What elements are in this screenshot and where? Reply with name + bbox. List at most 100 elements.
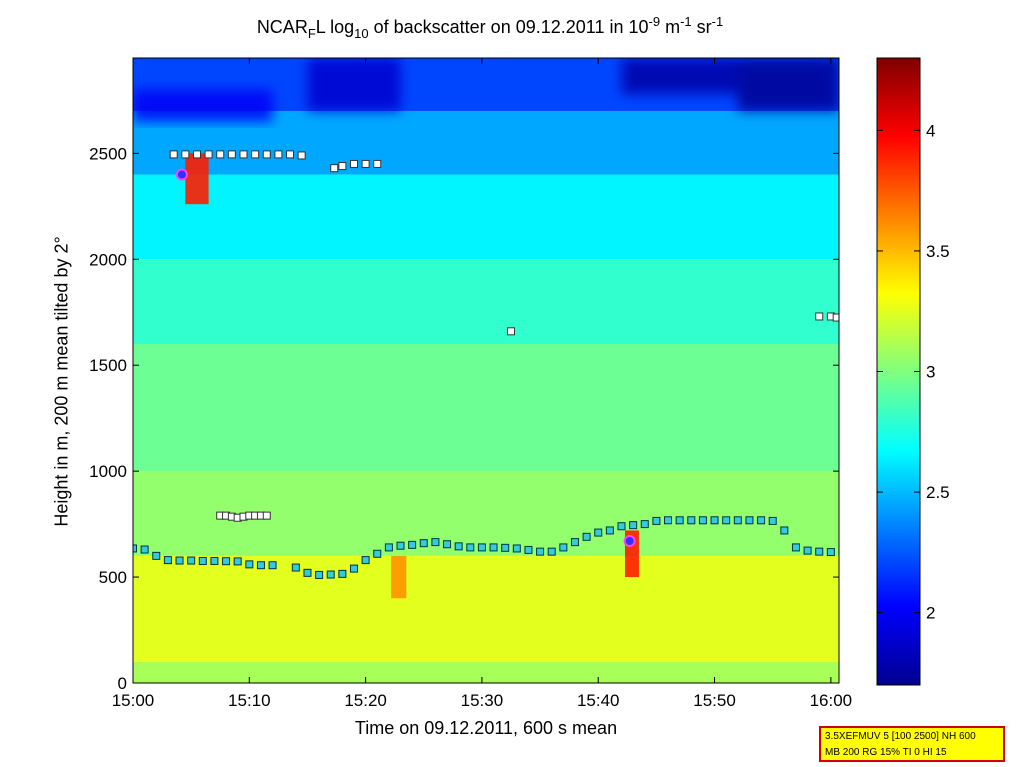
colorbar-axis: 2 2.5 3 3.5 4 — [877, 121, 950, 623]
title-superscript: -9 — [648, 14, 661, 29]
layer-marker — [745, 516, 754, 525]
title-subscript: 10 — [354, 26, 369, 41]
layer-marker — [222, 557, 231, 566]
layer-marker — [349, 564, 358, 573]
layer-marker — [629, 521, 638, 530]
y-axis: 0 500 1000 1500 2000 2500 — [89, 144, 839, 693]
heatmap-band — [133, 174, 839, 260]
layer-marker — [477, 543, 486, 552]
layer-marker — [256, 561, 265, 570]
settings-info-box: 3.5XEFMUV 5 [100 2500] NH 600 MB 200 RG … — [819, 726, 1005, 762]
layer-marker — [547, 547, 556, 556]
y-axis-label: Height in m, 200 m mean tilted by 2° — [51, 236, 72, 527]
upper-layer-marker — [204, 150, 213, 159]
upper-layer-marker — [216, 150, 225, 159]
layer-marker — [559, 543, 568, 552]
layer-marker — [687, 516, 696, 525]
colorbar-tick-label: 4 — [926, 121, 935, 140]
info-line-2: MB 200 RG 15% TI 0 HI 15 — [825, 747, 947, 758]
info-line-1: 3.5XEFMUV 5 [100 2500] NH 600 — [825, 731, 976, 742]
layer-marker — [733, 516, 742, 525]
upper-layer-marker — [286, 150, 295, 159]
layer-marker — [791, 543, 800, 552]
upper-layer-marker — [338, 162, 347, 171]
title-text: of backscatter on 09.12.2011 in 10 — [368, 17, 649, 37]
layer-marker — [396, 541, 405, 550]
upper-layer-marker — [373, 159, 382, 168]
heatmap-band — [133, 471, 839, 556]
colorbar — [876, 57, 921, 686]
layer-marker — [384, 543, 393, 552]
layer-marker — [536, 547, 545, 556]
x-axis-label: Time on 09.12.2011, 600 s mean — [354, 718, 618, 738]
upper-layer-marker — [274, 150, 283, 159]
layer-marker — [140, 545, 149, 554]
y-tick-label: 2000 — [89, 250, 127, 269]
layer-marker — [361, 556, 370, 565]
layer-marker — [780, 526, 789, 535]
heatmap — [133, 58, 839, 683]
layer-marker — [408, 540, 417, 549]
layer-marker — [315, 570, 324, 579]
upper-layer-marker — [330, 164, 339, 173]
marker-layer — [133, 150, 839, 579]
x-tick-label: 15:20 — [344, 691, 387, 710]
low-backscatter-patch — [307, 58, 401, 111]
heatmap-band — [133, 259, 839, 345]
upper-layer-marker — [192, 150, 201, 159]
high-backscatter-event — [391, 555, 407, 599]
heatmap-band — [133, 661, 839, 683]
y-tick-label: 1500 — [89, 356, 127, 375]
layer-marker — [245, 560, 254, 569]
y-tick-label: 0 — [118, 674, 127, 693]
layer-marker — [594, 528, 603, 537]
plot-frame — [132, 57, 840, 684]
layer-marker — [198, 556, 207, 565]
layer-marker — [419, 539, 428, 548]
layer-marker — [431, 538, 440, 547]
x-tick-label: 16:00 — [810, 691, 853, 710]
layer-marker — [698, 516, 707, 525]
layer-marker — [187, 556, 196, 565]
layer-marker — [163, 556, 172, 565]
upper-layer-marker — [349, 159, 358, 168]
upper-layer-marker — [251, 150, 260, 159]
low-backscatter-patch — [621, 58, 738, 95]
layer-marker — [768, 516, 777, 525]
x-tick-label: 15:00 — [112, 691, 155, 710]
x-tick-label: 15:50 — [693, 691, 736, 710]
upper-layer-marker — [832, 313, 839, 322]
layer-marker — [210, 556, 219, 565]
title-superscript: -1 — [711, 14, 724, 29]
layer-marker — [757, 516, 766, 525]
layer-marker — [675, 516, 684, 525]
layer-marker — [512, 544, 521, 553]
heatmap-patch-group — [133, 58, 839, 122]
layer-marker — [291, 563, 300, 572]
layer-marker — [152, 551, 161, 560]
high-backscatter-event — [185, 153, 209, 205]
cloud-base-marker — [623, 535, 636, 548]
layer-marker — [815, 547, 824, 556]
layer-marker — [524, 545, 533, 554]
layer-marker — [466, 543, 475, 552]
colorbar-tick-label: 3 — [926, 363, 935, 382]
layer-marker — [570, 538, 579, 547]
layer-marker — [664, 516, 673, 525]
chart-title: NCARFL log10 of backscatter on 09.12.201… — [0, 14, 980, 41]
layer-marker — [617, 522, 626, 531]
y-tick-label: 2500 — [89, 144, 127, 163]
layer-marker — [175, 556, 184, 565]
upper-layer-marker — [239, 150, 248, 159]
title-text: L log — [315, 17, 355, 37]
layer-marker — [640, 520, 649, 529]
layer-marker — [133, 544, 137, 553]
upper-layer-marker — [227, 150, 236, 159]
upper-layer-marker — [815, 312, 824, 321]
layer-marker — [605, 526, 614, 535]
layer-marker — [582, 532, 591, 541]
upper-layer-marker — [361, 159, 370, 168]
layer-marker — [443, 540, 452, 549]
layer-marker — [489, 543, 498, 552]
cloud-base-marker — [175, 168, 188, 181]
